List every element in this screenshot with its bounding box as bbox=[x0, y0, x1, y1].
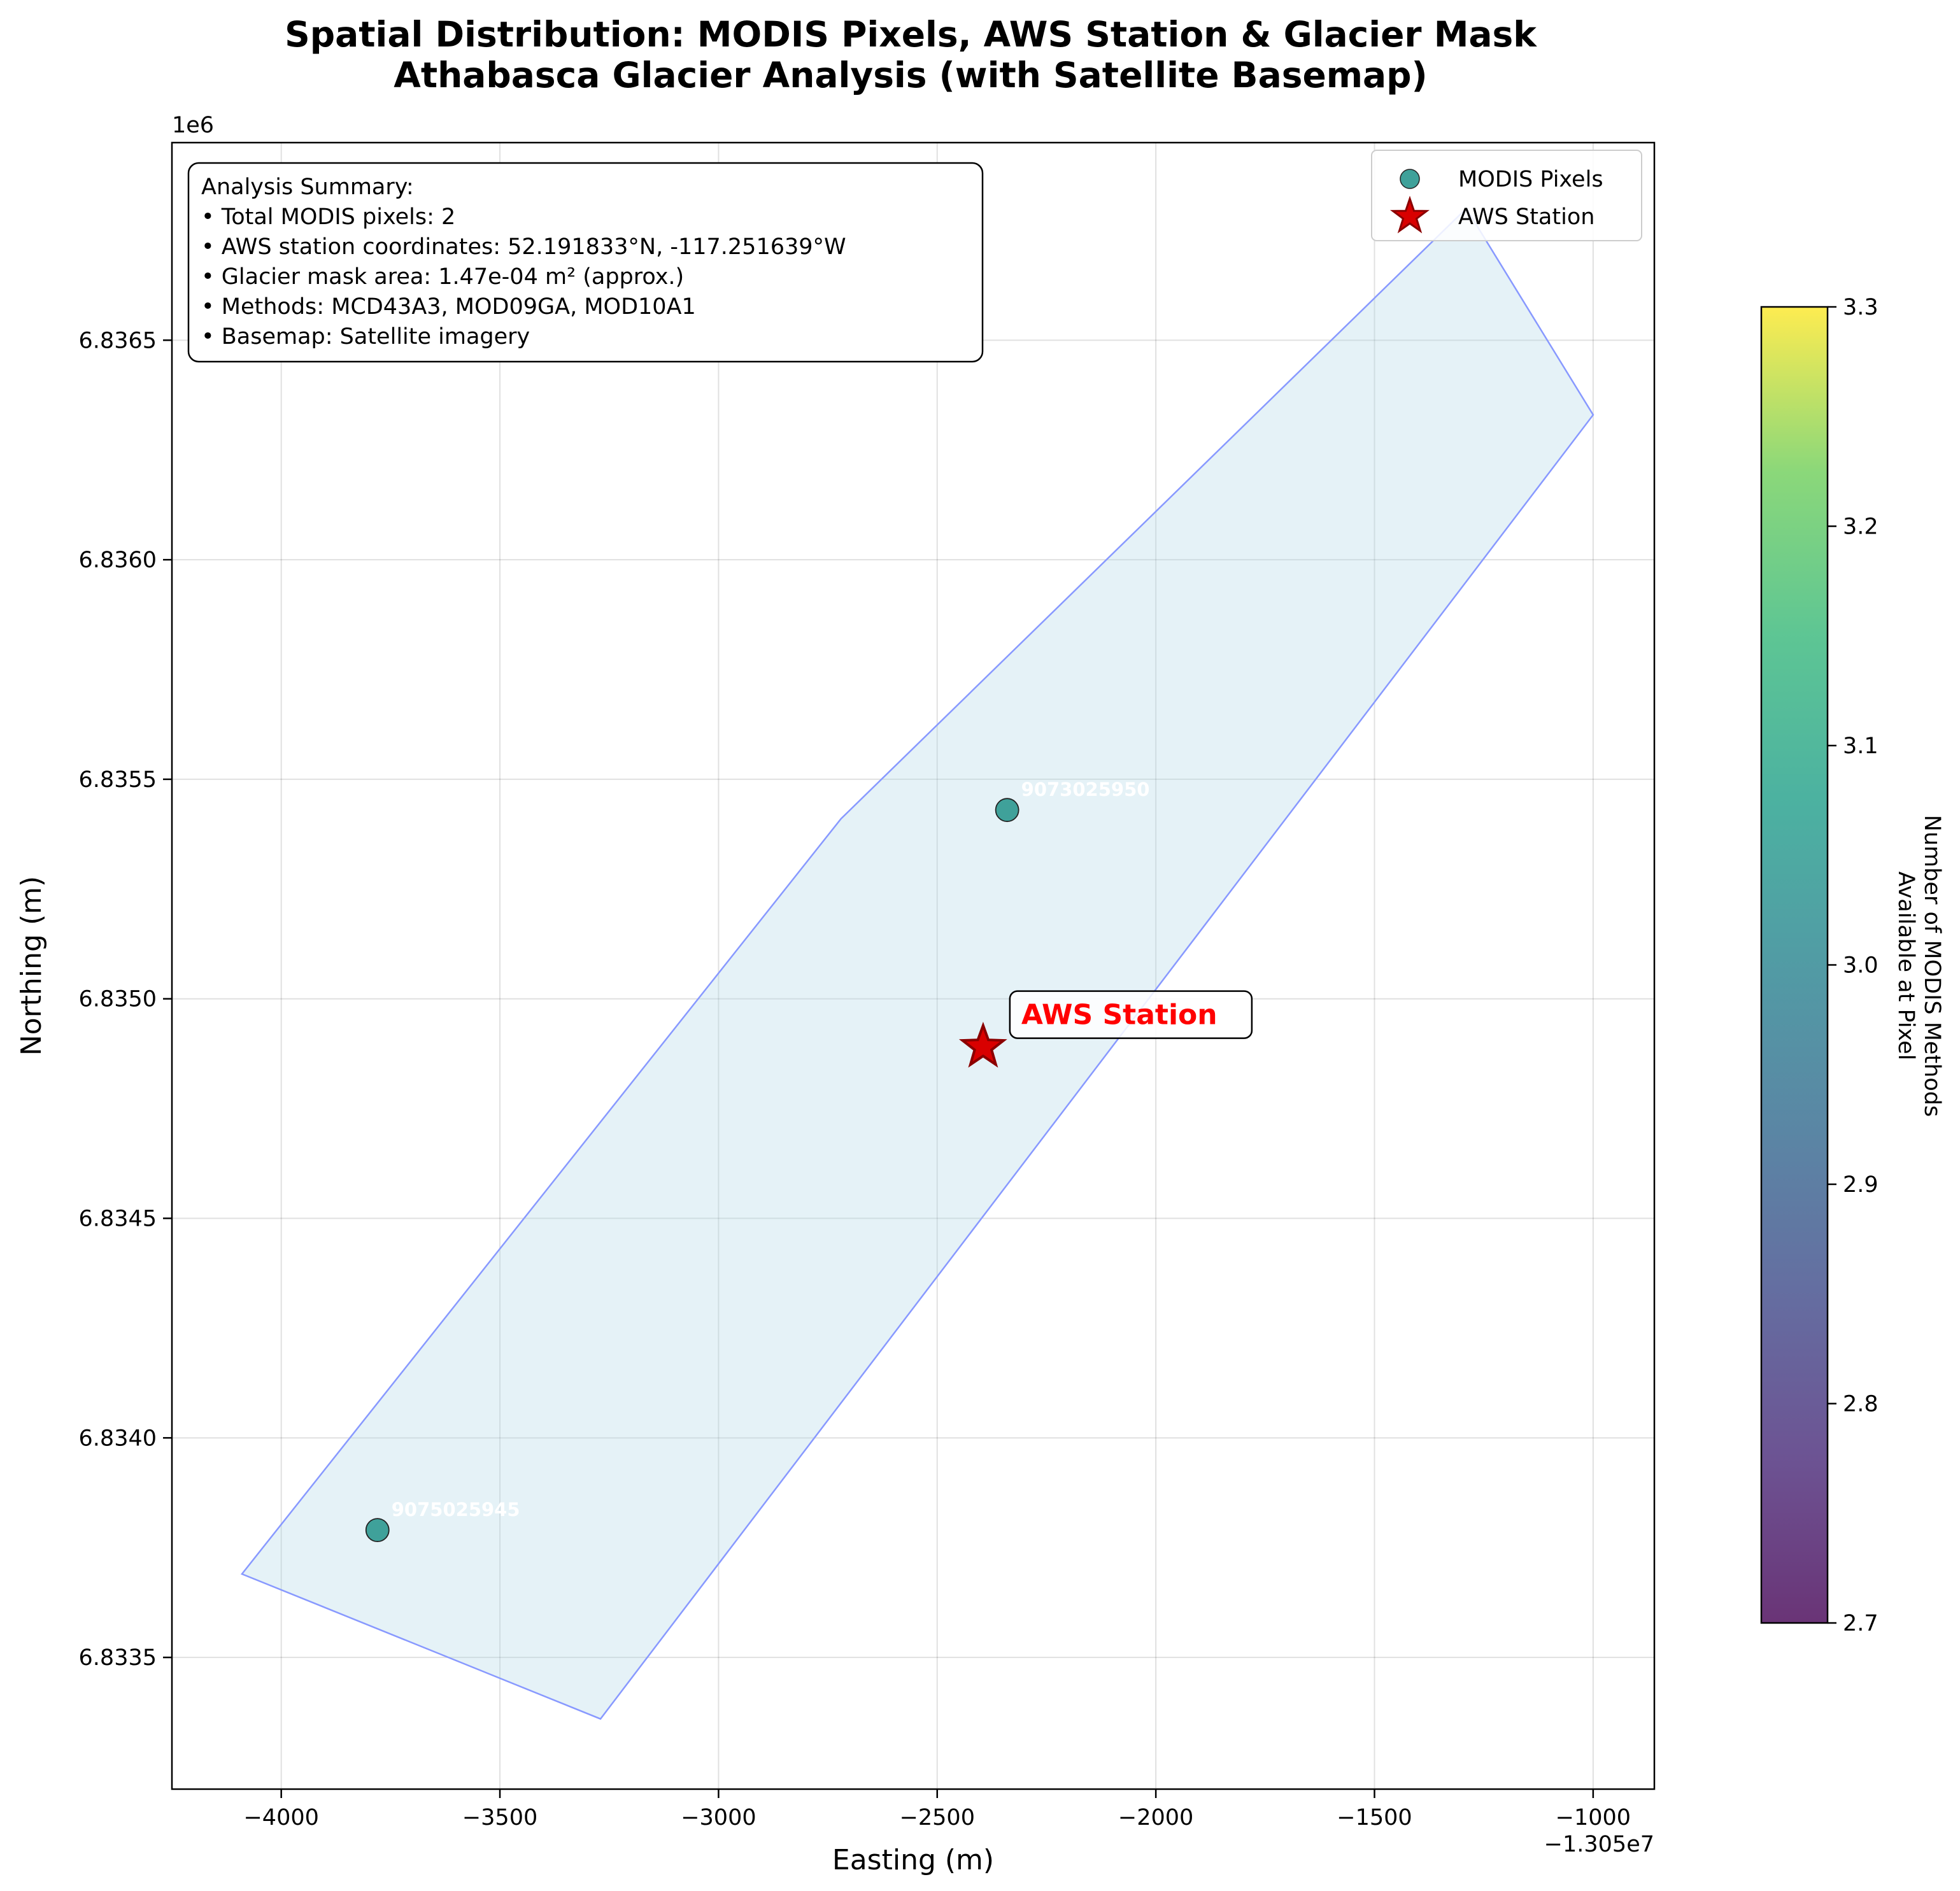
colorbar: 2.7 2.8 2.9 3.0 3.1 3.2 3.3 Number of MODIS Me… bbox=[1760, 295, 1945, 1636]
y-tick-label: 6.8355 bbox=[79, 767, 157, 793]
colorbar-gradient bbox=[1761, 307, 1828, 1623]
x-axis-label: Easting (m) bbox=[832, 1844, 994, 1876]
x-tick-label: −1500 bbox=[1337, 1805, 1412, 1831]
summary-line-2: • AWS station coordinates: 52.191833°N, … bbox=[201, 234, 846, 260]
glacier-mask-layer bbox=[240, 207, 1594, 1720]
legend-aws-marker bbox=[1389, 195, 1430, 234]
points-layer: 9073025950 9075025945 AWS Station bbox=[365, 779, 1253, 1543]
colorbar-tick-label: 3.0 bbox=[1843, 953, 1878, 979]
title-line-1: Spatial Distribution: MODIS Pixels, AWS … bbox=[285, 14, 1537, 55]
colorbar-label-line-2: Available at Pixel bbox=[1893, 872, 1919, 1061]
y-scale-label: 1e6 bbox=[172, 113, 214, 138]
legend-modis-marker bbox=[1400, 169, 1420, 189]
glacier-mask-polygon bbox=[240, 207, 1594, 1720]
summary-line-1: • Total MODIS pixels: 2 bbox=[201, 204, 455, 230]
colorbar-tick-label: 3.3 bbox=[1843, 295, 1878, 320]
summary-box-frame bbox=[187, 162, 984, 363]
plot-area bbox=[172, 143, 1654, 1789]
colorbar-tick-label: 2.9 bbox=[1843, 1172, 1878, 1198]
y-tick-label: 6.8360 bbox=[79, 548, 157, 573]
x-tick-label: −3000 bbox=[681, 1805, 756, 1831]
x-tick-label: −2000 bbox=[1118, 1805, 1193, 1831]
modis-pixel-point bbox=[365, 1518, 390, 1543]
y-tick-label: 6.8365 bbox=[79, 328, 157, 353]
y-tick-label: 6.8345 bbox=[79, 1207, 157, 1232]
y-tick-label: 6.8335 bbox=[79, 1645, 157, 1671]
summary-line-3: • Glacier mask area: 1.47e-04 m² (approx… bbox=[201, 264, 684, 290]
analysis-summary-box: Analysis Summary: • Total MODIS pixels: … bbox=[187, 162, 984, 363]
ticks-layer: −4000 −3500 −3000 −2500 −2000 −1500 −1000 6.833… bbox=[79, 328, 1631, 1831]
colorbar-tick-label: 3.2 bbox=[1843, 514, 1878, 540]
aws-station-label-box bbox=[1009, 990, 1253, 1039]
colorbar-ticks: 2.7 2.8 2.9 3.0 3.1 3.2 3.3 bbox=[1828, 295, 1878, 1636]
summary-line-0: Analysis Summary: bbox=[201, 174, 414, 200]
summary-line-5: • Basemap: Satellite imagery bbox=[201, 324, 530, 350]
colorbar-tick-label: 3.1 bbox=[1843, 733, 1878, 759]
legend-modis-label: MODIS Pixels bbox=[1458, 167, 1603, 192]
y-tick-label: 6.8340 bbox=[79, 1426, 157, 1451]
x-tick-label: −4000 bbox=[243, 1805, 318, 1831]
title-line-2: Athabasca Glacier Analysis (with Satelli… bbox=[394, 55, 1427, 96]
y-tick-label: 6.8350 bbox=[79, 987, 157, 1012]
aws-station-star bbox=[958, 1021, 1007, 1068]
legend: MODIS Pixels AWS Station bbox=[1371, 150, 1642, 241]
modis-pixel-id-label: 9073025950 bbox=[1021, 779, 1150, 800]
y-axis-label: Northing (m) bbox=[15, 876, 48, 1056]
aws-station-label: AWS Station bbox=[1021, 999, 1218, 1031]
x-tick-label: −2500 bbox=[900, 1805, 975, 1831]
colorbar-tick-label: 2.8 bbox=[1843, 1392, 1878, 1417]
x-offset-label: −1.305e7 bbox=[1544, 1832, 1654, 1857]
x-tick-label: −3500 bbox=[462, 1805, 537, 1831]
legend-aws-label: AWS Station bbox=[1458, 204, 1594, 230]
legend-frame bbox=[1371, 150, 1642, 241]
modis-pixel-point bbox=[995, 798, 1019, 823]
colorbar-tick-label: 2.7 bbox=[1843, 1611, 1878, 1636]
colorbar-label-line-1: Number of MODIS Methods bbox=[1919, 815, 1945, 1117]
x-tick-label: −1000 bbox=[1556, 1805, 1631, 1831]
modis-pixel-id-label: 9075025945 bbox=[392, 1499, 520, 1520]
axes-frame bbox=[171, 141, 1656, 1790]
summary-line-4: • Methods: MCD43A3, MOD09GA, MOD10A1 bbox=[201, 294, 696, 320]
